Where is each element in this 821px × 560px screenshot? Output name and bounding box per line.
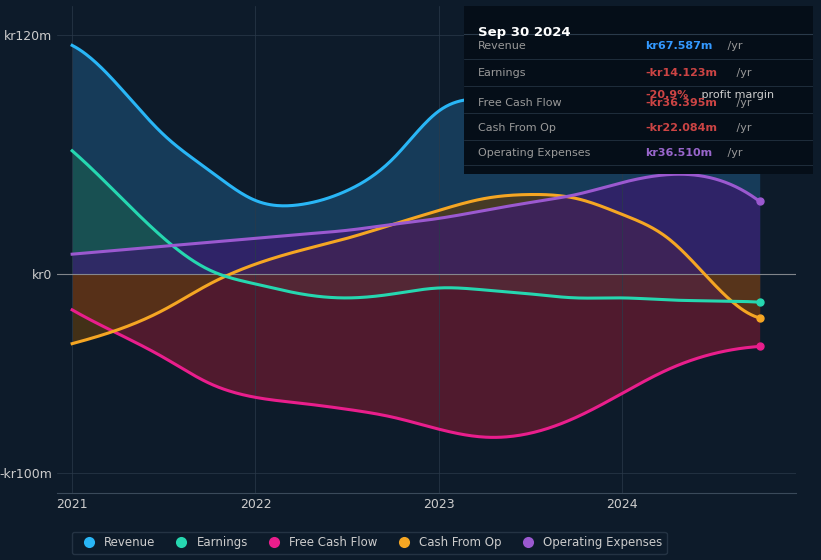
Text: -20.9%: -20.9% — [645, 90, 689, 100]
Text: /yr: /yr — [732, 98, 751, 108]
Text: /yr: /yr — [724, 148, 742, 158]
Text: Sep 30 2024: Sep 30 2024 — [478, 26, 571, 39]
Text: Operating Expenses: Operating Expenses — [478, 148, 590, 158]
Text: profit margin: profit margin — [698, 90, 773, 100]
Text: -kr14.123m: -kr14.123m — [645, 68, 718, 78]
Text: /yr: /yr — [732, 68, 751, 78]
Text: -kr36.395m: -kr36.395m — [645, 98, 718, 108]
Text: /yr: /yr — [732, 123, 751, 133]
Text: -kr22.084m: -kr22.084m — [645, 123, 718, 133]
Text: /yr: /yr — [724, 41, 742, 51]
Text: Revenue: Revenue — [478, 41, 526, 51]
Text: kr36.510m: kr36.510m — [645, 148, 713, 158]
Text: Cash From Op: Cash From Op — [478, 123, 556, 133]
Text: kr67.587m: kr67.587m — [645, 41, 713, 51]
Legend: Revenue, Earnings, Free Cash Flow, Cash From Op, Operating Expenses: Revenue, Earnings, Free Cash Flow, Cash … — [72, 531, 667, 554]
Text: Free Cash Flow: Free Cash Flow — [478, 98, 562, 108]
Text: Earnings: Earnings — [478, 68, 526, 78]
